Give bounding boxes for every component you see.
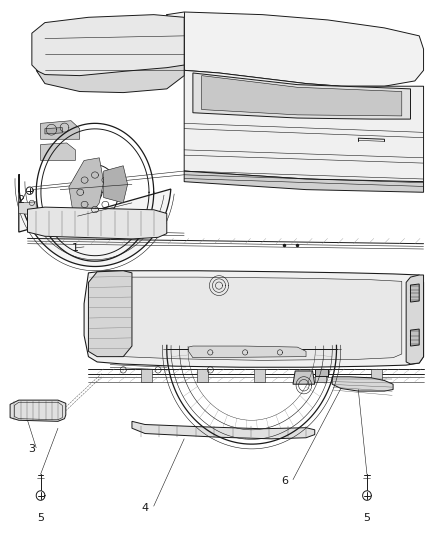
Polygon shape [141, 369, 152, 382]
Text: 5: 5 [364, 513, 371, 523]
Polygon shape [28, 207, 167, 239]
Polygon shape [410, 329, 419, 346]
Polygon shape [184, 171, 424, 192]
Polygon shape [410, 284, 419, 302]
Polygon shape [84, 271, 424, 367]
Polygon shape [36, 65, 184, 93]
Text: 6: 6 [281, 477, 288, 486]
Polygon shape [315, 369, 328, 376]
Polygon shape [406, 275, 424, 364]
Polygon shape [10, 400, 66, 421]
Polygon shape [69, 158, 104, 221]
Polygon shape [254, 369, 265, 382]
Text: 3: 3 [28, 445, 35, 455]
Polygon shape [167, 12, 424, 86]
Polygon shape [197, 369, 208, 382]
Polygon shape [193, 73, 410, 119]
Text: 4: 4 [141, 503, 148, 513]
Polygon shape [132, 421, 315, 439]
Polygon shape [93, 277, 402, 360]
Polygon shape [188, 346, 306, 358]
Polygon shape [41, 143, 75, 160]
Text: 2: 2 [18, 195, 25, 205]
Polygon shape [19, 174, 171, 266]
Polygon shape [32, 14, 184, 89]
Text: 5: 5 [37, 513, 44, 523]
Polygon shape [201, 76, 402, 116]
Polygon shape [19, 202, 36, 215]
Polygon shape [88, 271, 132, 357]
Polygon shape [315, 369, 325, 382]
Polygon shape [371, 369, 382, 382]
Polygon shape [41, 120, 80, 139]
Polygon shape [184, 70, 424, 182]
Polygon shape [293, 371, 315, 384]
Polygon shape [332, 377, 393, 391]
Polygon shape [45, 127, 62, 134]
Text: 1: 1 [72, 243, 79, 253]
Polygon shape [104, 166, 127, 203]
